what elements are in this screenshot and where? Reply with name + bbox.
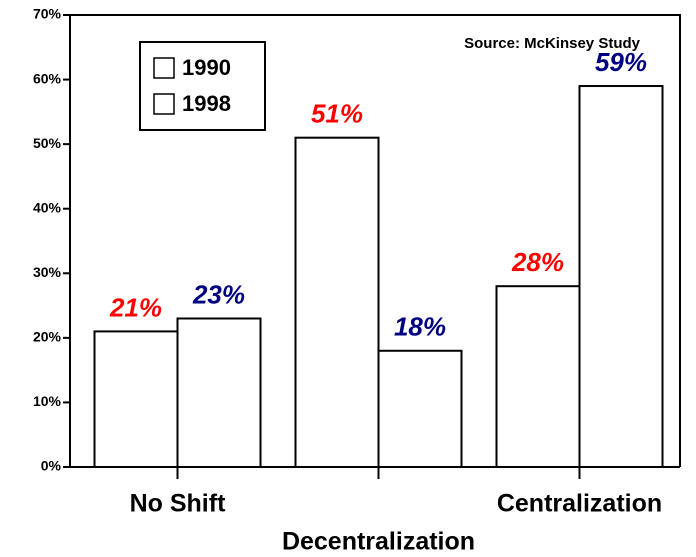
x-tick-label: Centralization — [497, 490, 662, 518]
y-tick-label: 0% — [41, 458, 62, 474]
bar — [294, 136, 380, 469]
plot-frame — [69, 14, 681, 467]
y-tick-label: 50% — [33, 135, 62, 151]
bar — [495, 285, 581, 469]
bar — [93, 330, 179, 468]
value-label: 18% — [394, 312, 446, 342]
value-label: 23% — [192, 279, 245, 309]
legend-box — [139, 41, 266, 131]
value-label: 21% — [109, 292, 162, 322]
y-tick-label: 30% — [33, 264, 62, 280]
x-tick-label: Decentralization — [282, 528, 475, 556]
y-tick-label: 10% — [33, 393, 62, 409]
y-tick-label: 70% — [33, 6, 62, 22]
value-label: 28% — [511, 247, 564, 277]
y-tick-label: 40% — [33, 199, 62, 215]
legend-label: 1998 — [182, 91, 231, 116]
value-label: 59% — [595, 47, 647, 77]
legend-label: 1990 — [182, 55, 231, 80]
y-tick-label: 20% — [33, 329, 62, 345]
legend-swatch — [153, 93, 175, 115]
value-label: 51% — [311, 99, 363, 129]
bar — [377, 349, 463, 468]
bar — [578, 85, 664, 469]
legend-swatch — [153, 57, 175, 79]
bar — [176, 317, 262, 468]
x-tick-label: No Shift — [130, 490, 226, 518]
y-tick-label: 60% — [33, 70, 62, 86]
source-annotation: Source: McKinsey Study — [464, 35, 641, 52]
